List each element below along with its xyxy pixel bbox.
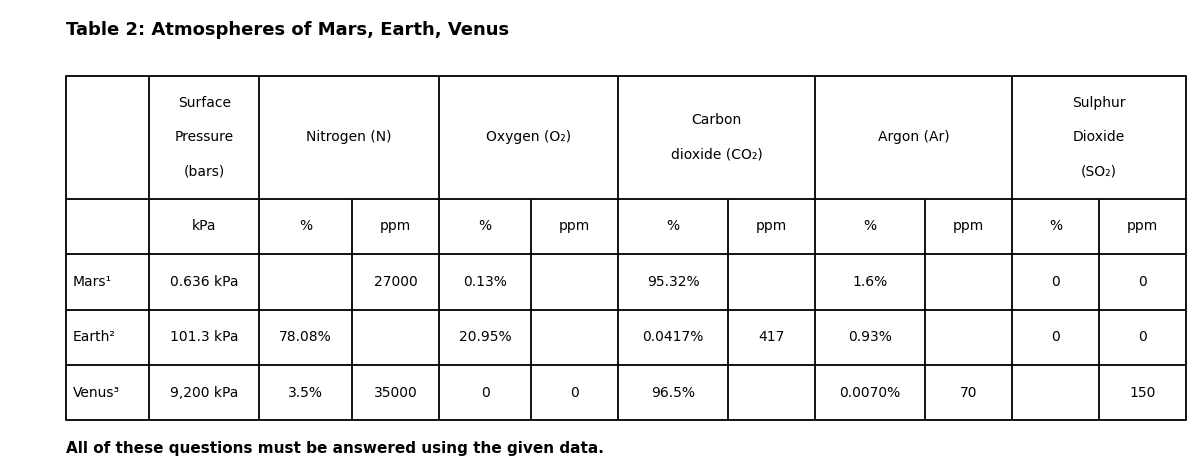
Text: %: % [1049, 219, 1062, 233]
Text: ppm: ppm [379, 219, 412, 233]
Text: Sulphur: Sulphur [1072, 96, 1126, 110]
Text: Venus³: Venus³ [73, 386, 120, 399]
Text: ppm: ppm [1127, 219, 1158, 233]
Text: 0: 0 [481, 386, 490, 399]
Text: %: % [864, 219, 877, 233]
Text: All of these questions must be answered using the given data.: All of these questions must be answered … [66, 441, 604, 456]
Text: 3.5%: 3.5% [288, 386, 323, 399]
Text: Dioxide: Dioxide [1073, 130, 1124, 144]
Text: 0: 0 [1051, 330, 1060, 344]
Text: ppm: ppm [953, 219, 984, 233]
Text: 1.6%: 1.6% [852, 275, 888, 289]
Text: 0: 0 [1138, 275, 1146, 289]
Text: %: % [667, 219, 680, 233]
Text: Table 2: Atmospheres of Mars, Earth, Venus: Table 2: Atmospheres of Mars, Earth, Ven… [66, 21, 509, 39]
Text: 101.3 kPa: 101.3 kPa [170, 330, 239, 344]
Text: 0: 0 [1051, 275, 1060, 289]
Text: 0.93%: 0.93% [848, 330, 892, 344]
Text: Nitrogen (N): Nitrogen (N) [306, 130, 392, 144]
Text: %: % [299, 219, 312, 233]
Text: Pressure: Pressure [175, 130, 234, 144]
Text: (bars): (bars) [184, 165, 224, 179]
Text: 0: 0 [570, 386, 580, 399]
Text: 417: 417 [758, 330, 785, 344]
Text: 0: 0 [1138, 330, 1146, 344]
Text: 35000: 35000 [373, 386, 418, 399]
Text: Carbon: Carbon [691, 113, 742, 127]
Text: Earth²: Earth² [73, 330, 115, 344]
Text: Surface: Surface [178, 96, 230, 110]
Text: 96.5%: 96.5% [652, 386, 695, 399]
Text: 27000: 27000 [373, 275, 418, 289]
Text: 78.08%: 78.08% [280, 330, 332, 344]
Text: ppm: ppm [559, 219, 590, 233]
Text: (SO₂): (SO₂) [1081, 165, 1117, 179]
Text: 95.32%: 95.32% [647, 275, 700, 289]
Text: 0.0417%: 0.0417% [642, 330, 704, 344]
Text: 20.95%: 20.95% [458, 330, 511, 344]
Text: 150: 150 [1129, 386, 1156, 399]
Bar [66, 76, 1186, 420]
Text: dioxide (CO₂): dioxide (CO₂) [671, 148, 762, 162]
Text: 70: 70 [960, 386, 977, 399]
Text: Mars¹: Mars¹ [73, 275, 112, 289]
Text: Oxygen (O₂): Oxygen (O₂) [486, 130, 571, 144]
Text: 0.0070%: 0.0070% [840, 386, 901, 399]
Text: 0.13%: 0.13% [463, 275, 508, 289]
Text: %: % [479, 219, 492, 233]
Text: 9,200 kPa: 9,200 kPa [170, 386, 239, 399]
Text: ppm: ppm [756, 219, 787, 233]
Text: Argon (Ar): Argon (Ar) [877, 130, 949, 144]
Text: 0.636 kPa: 0.636 kPa [170, 275, 239, 289]
Text: kPa: kPa [192, 219, 217, 233]
